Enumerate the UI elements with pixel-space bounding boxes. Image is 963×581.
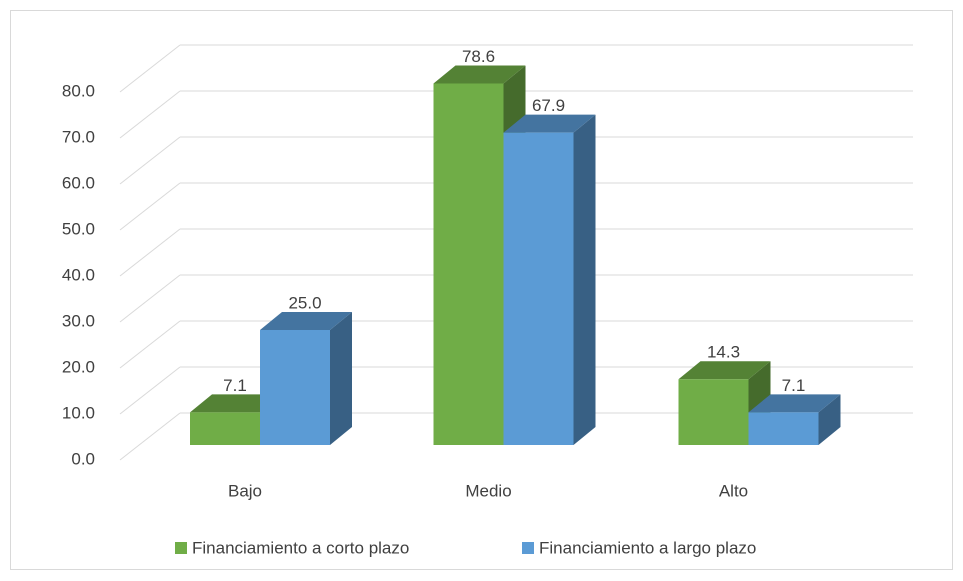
bar-side (330, 312, 352, 445)
bar-front (503, 132, 574, 445)
legend-swatch (175, 542, 187, 554)
data-label: 7.1 (223, 376, 247, 395)
x-tick-label: Alto (719, 481, 748, 500)
y-tick-label: 20.0 (62, 357, 95, 376)
bar-front (748, 412, 819, 445)
y-tick-label: 80.0 (62, 81, 95, 100)
grid-line-side (119, 44, 181, 93)
data-label: 67.9 (532, 96, 565, 115)
x-tick-label: Medio (465, 481, 511, 500)
x-tick-label: Bajo (228, 481, 262, 500)
bar-side (573, 114, 596, 445)
data-label: 25.0 (288, 293, 321, 312)
grid-line-side (119, 320, 181, 369)
bar (748, 394, 841, 445)
bar-top (260, 312, 352, 330)
bar-front (260, 330, 330, 445)
bar (260, 312, 352, 445)
bar (503, 114, 596, 445)
legend-swatch (522, 542, 534, 554)
bar-front (433, 83, 504, 445)
data-label: 7.1 (782, 376, 806, 395)
bar-front (190, 412, 260, 445)
bar-front (678, 379, 749, 445)
y-tick-label: 40.0 (62, 265, 95, 284)
grid-line-side (119, 412, 181, 461)
y-tick-label: 70.0 (62, 127, 95, 146)
grid-line-side (119, 90, 181, 139)
bar-side (818, 394, 841, 445)
y-tick-label: 10.0 (62, 403, 95, 422)
y-tick-label: 60.0 (62, 173, 95, 192)
y-tick-label: 50.0 (62, 219, 95, 238)
bar-top (503, 114, 596, 133)
bar-top (678, 361, 771, 380)
y-tick-label: 30.0 (62, 311, 95, 330)
data-label: 78.6 (462, 47, 495, 66)
y-tick-label: 0.0 (71, 449, 95, 468)
legend-label: Financiamiento a largo plazo (539, 538, 756, 557)
grid-line-side (119, 274, 181, 323)
data-label: 14.3 (707, 343, 740, 362)
grid-line-side (119, 366, 181, 415)
legend-label: Financiamiento a corto plazo (192, 538, 409, 557)
grid-line-side (119, 228, 181, 277)
bar-top (433, 65, 526, 84)
bar-top (748, 394, 841, 413)
grid-line-side (119, 136, 181, 185)
bar-top (190, 394, 282, 413)
grid-line-side (119, 182, 181, 231)
